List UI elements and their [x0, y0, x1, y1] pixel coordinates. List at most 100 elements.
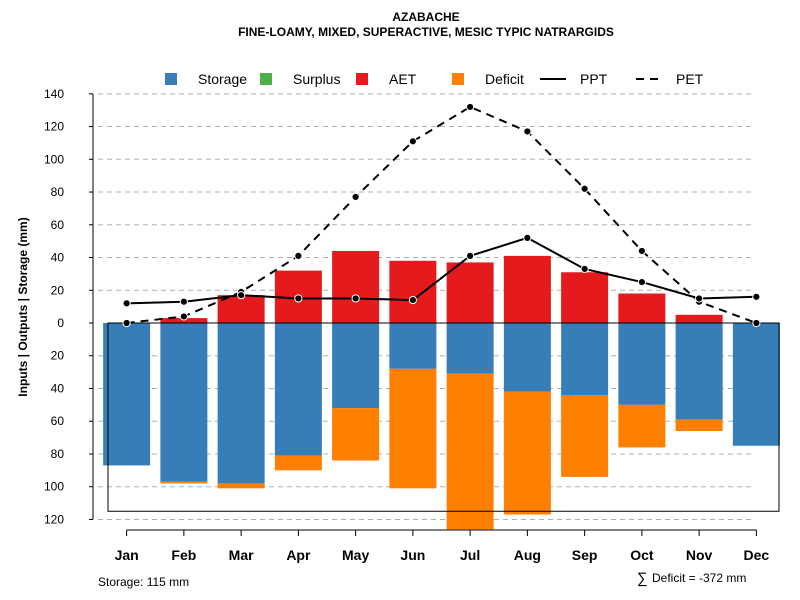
chart-title: AZABACHE [392, 10, 459, 24]
legend-label: PPT [580, 71, 608, 87]
pet-point [351, 192, 360, 202]
y-tick-label: 100 [44, 152, 64, 166]
x-tick-label: Mar [229, 547, 254, 563]
x-tick-label: Dec [744, 547, 770, 563]
x-tick-label: Jul [460, 547, 480, 563]
storage-bar [446, 323, 494, 374]
x-tick-label: Jun [400, 547, 425, 563]
ppt-point [351, 294, 360, 303]
deficit-bar [675, 419, 723, 432]
aet-bar [446, 262, 494, 323]
y-tick-label: 0 [57, 316, 64, 330]
aet-bar [332, 250, 380, 323]
deficit-bar [332, 408, 380, 461]
legend-swatch [260, 73, 272, 85]
y-tick-label: 40 [51, 381, 65, 395]
storage-bar [103, 323, 151, 466]
deficit-bar [561, 395, 609, 477]
x-tick-label: Jan [115, 547, 139, 563]
aet-bar [618, 293, 666, 323]
deficit-bar [160, 481, 208, 484]
x-tick-label: Nov [686, 547, 713, 563]
pet-line [126, 105, 757, 324]
line-layer [122, 102, 761, 328]
pet-point [523, 127, 532, 136]
chart-legend: Storage Surplus AET Deficit PPT PET [165, 71, 704, 87]
ppt-point [179, 297, 188, 306]
ppt-point [294, 294, 303, 303]
x-tick-label: May [342, 547, 369, 563]
storage-bar [561, 323, 609, 396]
pet-point [122, 318, 131, 328]
ppt-point [466, 251, 475, 260]
ppt-point [237, 291, 246, 300]
storage-bar [675, 323, 723, 420]
y-tick-label: 140 [44, 87, 64, 101]
y-tick-label: 60 [51, 414, 65, 428]
y-tick-label: 60 [51, 218, 65, 232]
storage-bar [332, 323, 380, 409]
deficit-footer: Deficit = -372 mm [652, 571, 746, 585]
y-axis-label: Inputs | Outputs | Storage (mm) [16, 217, 30, 396]
aet-bar [217, 295, 265, 323]
y-tick-label: 100 [44, 480, 64, 494]
ppt-line [126, 236, 757, 305]
deficit-bar [389, 368, 437, 489]
pet-point [752, 318, 761, 328]
y-tick-label: 80 [51, 185, 65, 199]
y-tick-label: 120 [44, 512, 64, 526]
pet-point [580, 184, 589, 193]
y-tick-label: 120 [44, 120, 64, 134]
legend-label: Deficit [485, 71, 524, 87]
storage-bar [503, 323, 551, 392]
pet-point [179, 312, 188, 321]
ppt-point [523, 233, 532, 242]
y-tick-label: 20 [51, 283, 65, 297]
storage-bar [618, 323, 666, 405]
chart-subtitle: FINE-LOAMY, MIXED, SUPERACTIVE, MESIC TY… [238, 25, 614, 39]
legend-label: PET [676, 71, 704, 87]
aet-bar [561, 272, 609, 323]
storage-bar [274, 323, 322, 456]
sigma-symbol: ∑ [637, 570, 648, 587]
x-tick-label: Sep [572, 547, 598, 563]
legend-label: Surplus [293, 71, 340, 87]
y-tick-label: 20 [51, 349, 65, 363]
storage-footer: Storage: 115 mm [98, 575, 189, 589]
aet-bar [389, 260, 437, 323]
pet-point [408, 137, 417, 146]
pet-point [637, 246, 646, 256]
legend-swatch [356, 73, 368, 85]
ppt-point [122, 299, 131, 308]
x-tick-label: Feb [171, 547, 196, 563]
pet-point [294, 251, 303, 260]
deficit-bar [618, 404, 666, 448]
ppt-point [752, 292, 761, 301]
legend-label: AET [389, 71, 417, 87]
pet-point [466, 102, 475, 112]
deficit-bar [274, 455, 322, 471]
storage-bar [160, 323, 208, 482]
bar-layer [103, 250, 780, 530]
storage-bar [732, 323, 780, 446]
y-tick-label: 40 [51, 251, 65, 265]
deficit-bar [503, 391, 551, 515]
legend-label: Storage [198, 71, 247, 87]
axes: 140 120 100 80 60 40 20 0 20 40 60 80 100 120 Jan Feb Ma… [44, 87, 769, 563]
storage-bar [217, 323, 265, 484]
storage-bar [389, 323, 437, 369]
x-tick-label: Aug [514, 547, 541, 563]
x-tick-label: Apr [286, 547, 311, 563]
aet-bar [675, 314, 723, 323]
legend-swatch [452, 73, 464, 85]
deficit-bar [217, 483, 265, 489]
ppt-point [408, 295, 417, 305]
deficit-bar [446, 373, 494, 530]
aet-bar [503, 255, 551, 323]
ppt-point [695, 294, 704, 303]
ppt-point [637, 277, 646, 287]
x-tick-label: Oct [630, 547, 654, 563]
y-tick-label: 80 [51, 447, 65, 461]
legend-swatch [165, 73, 177, 85]
